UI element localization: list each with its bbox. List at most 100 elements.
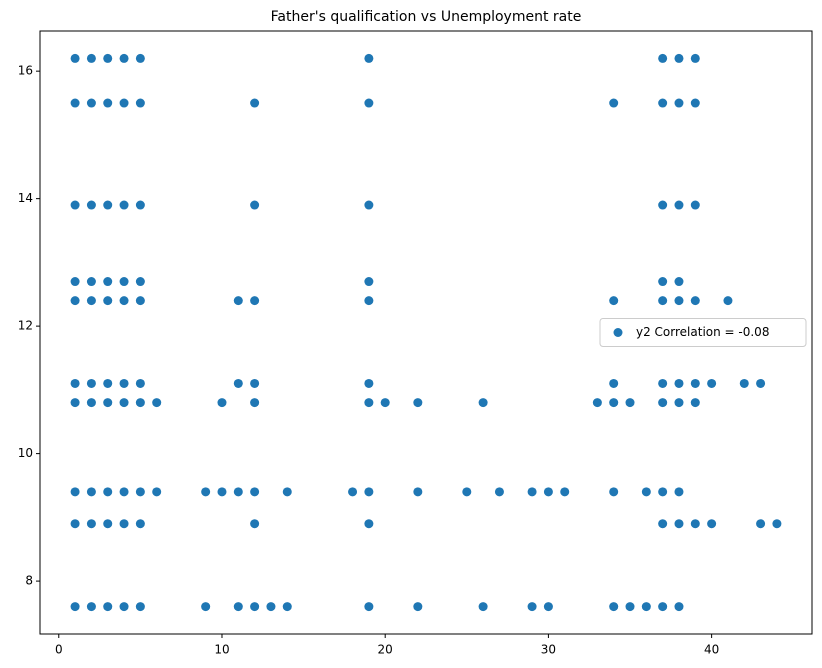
point — [135, 519, 145, 529]
point — [70, 519, 80, 529]
point — [217, 487, 227, 497]
point — [103, 53, 113, 63]
x-tick-label: 0 — [55, 643, 63, 657]
y-tick-label: 10 — [18, 446, 33, 460]
point — [625, 602, 635, 612]
y-tick-label: 12 — [18, 319, 33, 333]
point — [135, 200, 145, 210]
point — [462, 487, 472, 497]
point — [250, 519, 260, 529]
point — [690, 378, 700, 388]
point — [641, 602, 651, 612]
point — [527, 602, 537, 612]
point — [478, 398, 488, 408]
point — [609, 398, 619, 408]
point — [625, 398, 635, 408]
point — [250, 98, 260, 108]
point — [690, 519, 700, 529]
point — [86, 53, 96, 63]
point — [364, 53, 374, 63]
point — [690, 53, 700, 63]
point — [152, 398, 162, 408]
point — [70, 98, 80, 108]
point — [250, 602, 260, 612]
point — [674, 602, 684, 612]
point — [250, 378, 260, 388]
point — [364, 602, 374, 612]
point — [478, 602, 488, 612]
point — [658, 53, 668, 63]
point — [103, 487, 113, 497]
point — [690, 398, 700, 408]
point — [233, 602, 243, 612]
chart-title: Father's qualification vs Unemployment r… — [271, 9, 582, 25]
point — [152, 487, 162, 497]
point — [413, 487, 423, 497]
point — [103, 200, 113, 210]
point — [119, 487, 129, 497]
point — [135, 487, 145, 497]
point — [364, 378, 374, 388]
point — [658, 296, 668, 306]
point — [658, 487, 668, 497]
point — [70, 378, 80, 388]
point — [364, 277, 374, 287]
point — [119, 277, 129, 287]
point — [348, 487, 358, 497]
legend-box — [599, 318, 807, 347]
point — [282, 487, 292, 497]
point — [233, 487, 243, 497]
point — [658, 398, 668, 408]
point — [86, 487, 96, 497]
point — [135, 98, 145, 108]
point — [364, 296, 374, 306]
point — [364, 398, 374, 408]
point — [119, 378, 129, 388]
point — [86, 519, 96, 529]
point — [103, 98, 113, 108]
point — [380, 398, 390, 408]
point — [364, 200, 374, 210]
point — [103, 378, 113, 388]
point — [86, 602, 96, 612]
point — [103, 519, 113, 529]
point — [119, 519, 129, 529]
point — [674, 53, 684, 63]
y-tick-label: 16 — [18, 64, 33, 78]
legend-marker — [613, 328, 623, 337]
point — [413, 602, 423, 612]
point — [494, 487, 504, 497]
point — [739, 378, 749, 388]
point — [86, 98, 96, 108]
point — [70, 200, 80, 210]
point — [70, 602, 80, 612]
x-tick-label: 20 — [378, 643, 393, 657]
point — [674, 296, 684, 306]
legend-label: y2 Correlation = -0.08 — [636, 325, 769, 339]
point — [70, 398, 80, 408]
point — [527, 487, 537, 497]
point — [756, 519, 766, 529]
point — [201, 602, 211, 612]
point — [609, 487, 619, 497]
point — [250, 398, 260, 408]
point — [364, 98, 374, 108]
point — [135, 378, 145, 388]
point — [135, 602, 145, 612]
point — [103, 398, 113, 408]
point — [250, 296, 260, 306]
point — [658, 602, 668, 612]
point — [266, 602, 276, 612]
point — [282, 602, 292, 612]
point — [413, 398, 423, 408]
point — [135, 398, 145, 408]
point — [70, 487, 80, 497]
point — [772, 519, 782, 529]
point — [658, 98, 668, 108]
point — [674, 98, 684, 108]
point — [70, 277, 80, 287]
point — [364, 519, 374, 529]
point — [119, 296, 129, 306]
point — [135, 53, 145, 63]
point — [658, 519, 668, 529]
